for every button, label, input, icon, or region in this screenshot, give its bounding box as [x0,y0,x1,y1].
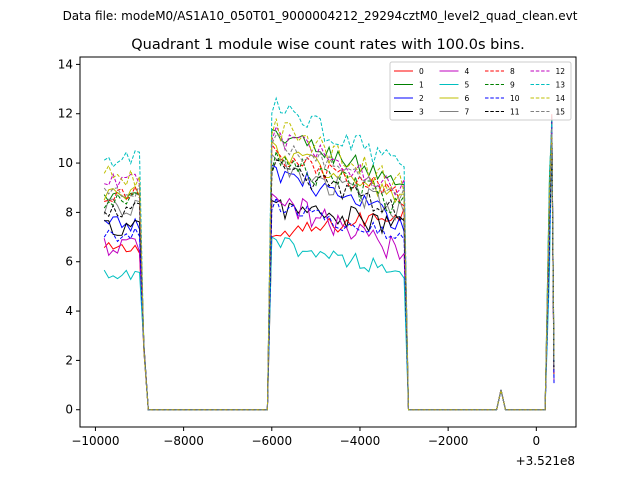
series-line-14 [103,118,555,411]
legend-label: 0 [419,67,424,76]
legend-label: 10 [510,94,520,103]
legend-label: 15 [556,108,566,117]
legend-label: 3 [419,108,424,117]
y-tick-label: 14 [58,57,73,71]
series-line-13 [103,96,555,411]
series-line-9 [103,130,555,411]
legend-label: 6 [465,94,470,103]
plot-frame [79,56,577,428]
series-line-12 [104,125,555,411]
legend-box [389,61,572,121]
legend-label: 2 [419,94,424,103]
legend-label: 9 [510,81,515,90]
y-tick-label: 12 [58,107,73,121]
y-tick-label: 8 [65,205,73,219]
legend-label: 12 [556,67,566,76]
chart-suptitle: Data file: modeM0/AS1A10_050T01_90000042… [63,9,578,23]
series-line-1 [103,125,555,411]
series-line-3 [104,132,555,411]
series-line-15 [103,127,555,411]
x-tick-label: −4000 [340,434,381,448]
legend-label: 7 [465,108,470,117]
chart-title: Quadrant 1 module wise count rates with … [131,37,525,53]
series-line-0 [103,133,555,411]
y-tick-label: 2 [65,353,73,367]
y-tick-label: 4 [65,304,73,318]
x-offset-label: +3.521e8 [516,454,575,468]
series-line-11 [103,137,555,411]
legend-label: 11 [510,108,520,117]
series-line-8 [104,114,555,411]
legend-label: 5 [465,81,470,90]
x-tick-label: −10000 [71,434,119,448]
legend-label: 8 [510,67,515,76]
x-tick-label: 0 [532,434,540,448]
x-tick-label: −2000 [428,434,469,448]
series-line-2 [103,116,555,411]
series-line-6 [103,131,555,411]
y-tick-label: 0 [65,403,73,417]
legend-label: 1 [419,81,424,90]
x-tick-label: −8000 [163,434,204,448]
y-tick-label: 6 [65,255,73,269]
x-tick-label: −6000 [251,434,292,448]
y-tick-label: 10 [58,156,73,170]
legend-label: 4 [465,67,470,76]
series-layer [103,96,555,411]
legend-label: 13 [556,81,566,90]
legend-label: 14 [556,94,566,103]
series-line-4 [103,123,555,411]
series-line-10 [103,121,555,411]
